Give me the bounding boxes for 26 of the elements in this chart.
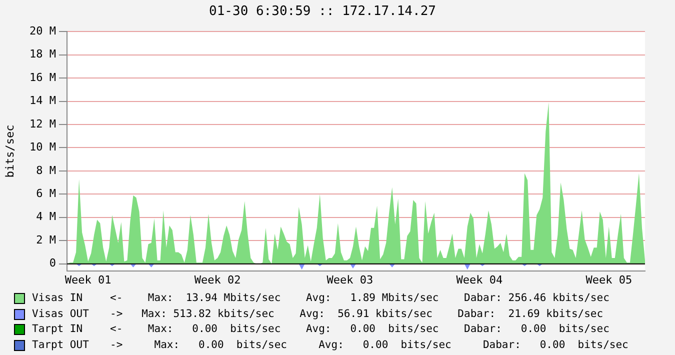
legend-label: Tarpt OUT [32,338,90,352]
y-tick-label: 6 M [36,187,56,200]
y-tick-label: 16 M [30,70,56,84]
x-tick-label: Week 02 [194,273,241,286]
y-tick-label: 20 M [30,24,56,38]
text: <- Max: 0.00 bits/sec Avg: 0.00 bits/sec Dabar: 0.00 bits/sec [110,322,610,337]
y-tick-label: 0 [49,256,56,270]
legend-label: Visas OUT [32,306,90,322]
y-tick-label: 8 M [36,164,56,177]
x-tick-label: Week 01 [64,273,112,286]
y-tick-label: 10 M [30,140,56,154]
x-tick-label: Week 05 [586,273,632,286]
y-tick-label: 12 M [30,117,56,130]
text: -> Max: 513.82 kbits/sec Avg: 56.91 kbits/sec Dabar: 21.69 kbits/sec [110,306,604,322]
x-tick-label: Week 03 [326,273,374,286]
y-tick-label: 2 M [36,233,56,246]
chart-title: 01-30 6:30:59 :: 172.17.14.27 [209,4,436,20]
x-tick-label: Week 04 [456,273,503,286]
legend-label: Visas IN [32,291,84,306]
y-tick-label: 14 M [30,94,56,108]
y-tick-label: 18 M [30,48,56,61]
text: <- Max: 13.94 Mbits/sec Avg: 1.89 Mbits/sec Dabar: 256.46 kbits/sec [110,291,610,306]
y-axis-title: bits/sec [3,124,16,178]
legend-label: Tarpt IN [32,322,84,337]
y-tick-label: 4 M [36,210,56,224]
text: -> Max: 0.00 bits/sec Avg: 0.00 bits/sec Dabar: 0.00 bits/sec [110,338,628,352]
